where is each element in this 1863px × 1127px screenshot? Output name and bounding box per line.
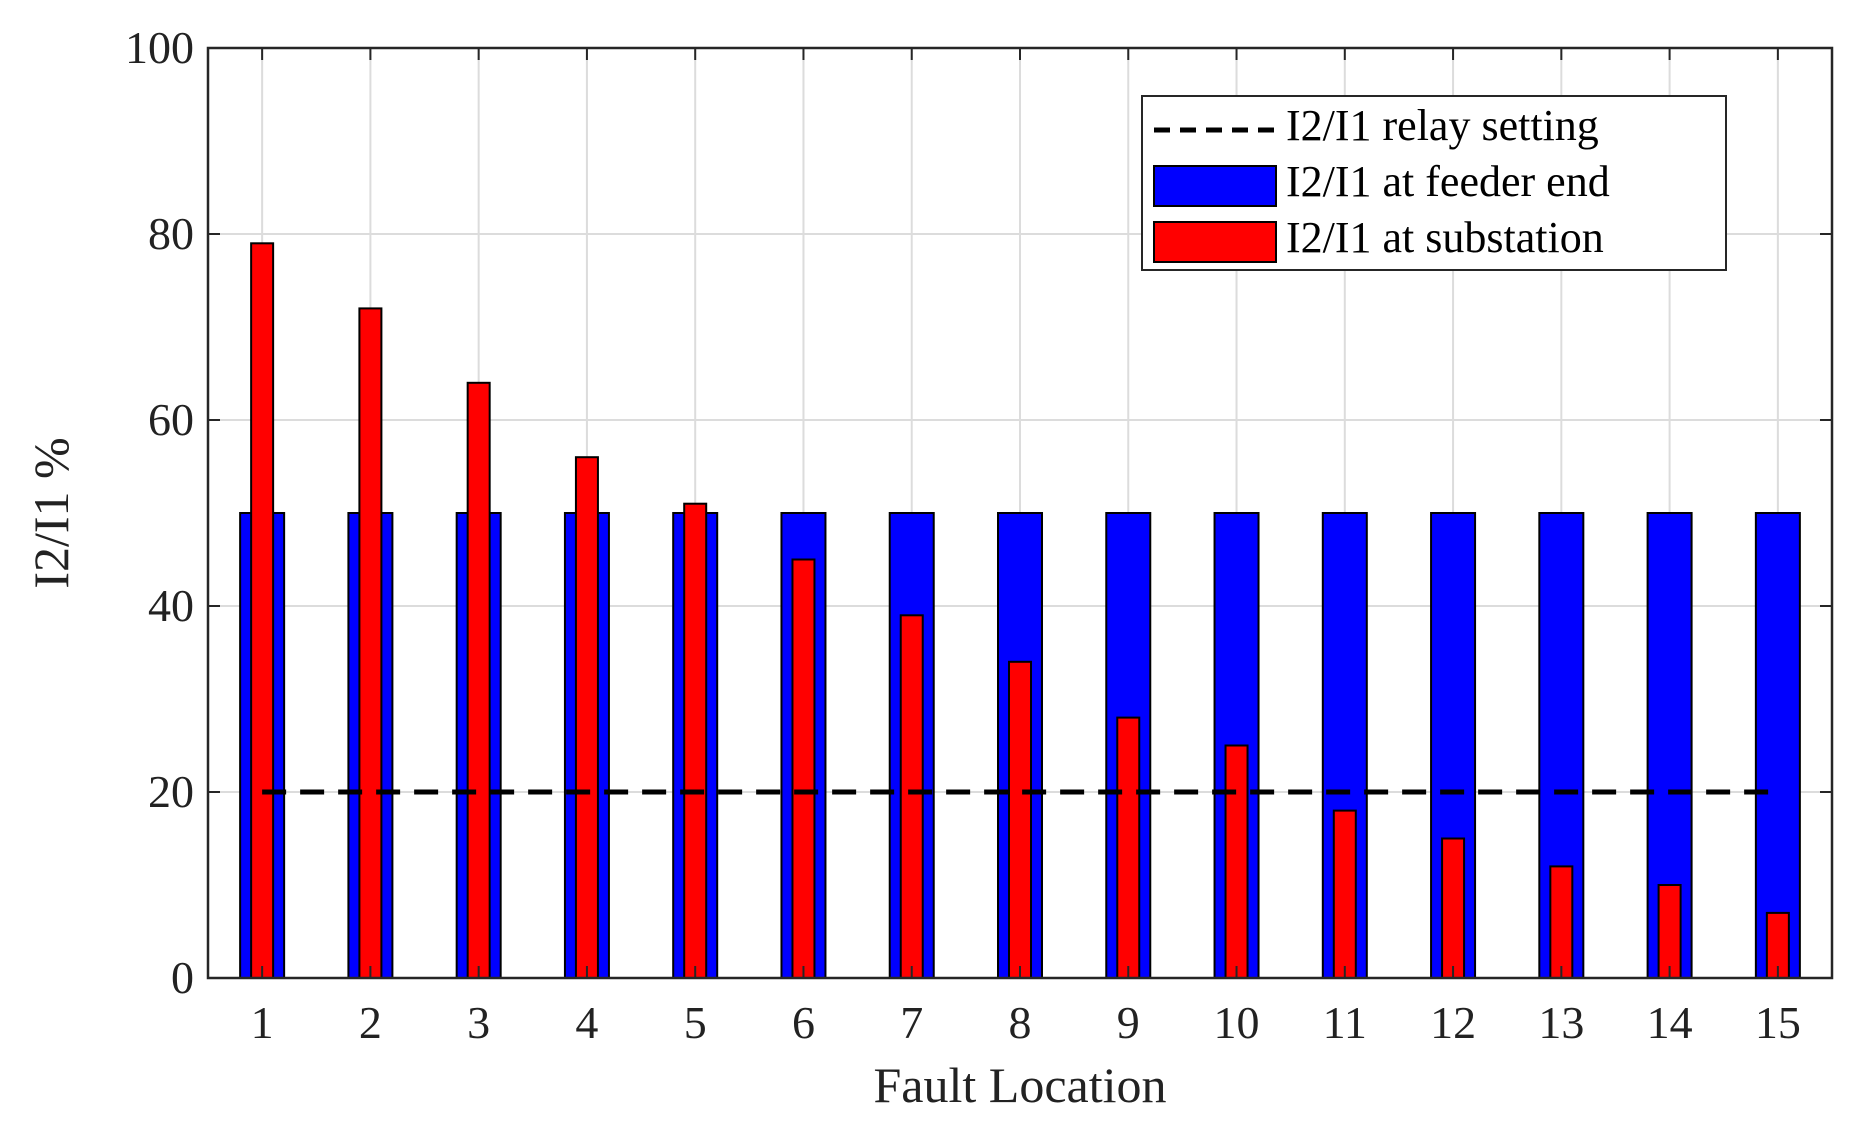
- bar-substation: [1008, 660, 1032, 979]
- bar-substation: [899, 614, 924, 979]
- x-tick-label: 10: [1214, 997, 1260, 1048]
- x-tick-label: 14: [1647, 997, 1693, 1048]
- x-tick-label: 13: [1538, 997, 1584, 1048]
- x-tick-label: 12: [1430, 997, 1476, 1048]
- x-tick-label: 5: [684, 997, 707, 1048]
- legend-label-substation: I2/I1 at substation: [1286, 213, 1604, 262]
- y-tick-label: 20: [148, 766, 194, 817]
- y-tick-label: 80: [148, 208, 194, 259]
- y-tick-label: 60: [148, 394, 194, 445]
- x-tick-label: 4: [575, 997, 598, 1048]
- x-tick-label: 15: [1755, 997, 1801, 1048]
- legend-label-relay-setting: I2/I1 relay setting: [1286, 101, 1599, 150]
- x-tick-label: 8: [1009, 997, 1032, 1048]
- legend-swatch-substation: [1153, 221, 1277, 263]
- bar-substation: [1657, 884, 1682, 979]
- x-tick-label: 3: [467, 997, 490, 1048]
- bar-substation: [358, 307, 383, 979]
- y-tick-label: 100: [125, 22, 194, 73]
- bar-substation: [683, 502, 708, 979]
- x-tick-label: 2: [359, 997, 382, 1048]
- x-axis-title: Fault Location: [874, 1057, 1167, 1113]
- bar-substation: [1116, 716, 1141, 979]
- x-tick-label: 6: [792, 997, 815, 1048]
- x-tick-label: 9: [1117, 997, 1140, 1048]
- bar-feeder-end: [1754, 512, 1801, 979]
- bar-substation: [1441, 837, 1466, 979]
- legend-swatch-feeder-end: [1153, 165, 1277, 207]
- bar-substation: [1224, 744, 1249, 979]
- x-tick-label: 11: [1323, 997, 1367, 1048]
- y-tick-label: 0: [171, 952, 194, 1003]
- bar-substation: [574, 456, 599, 979]
- bar-substation: [1549, 865, 1574, 980]
- bar-substation: [1332, 809, 1357, 979]
- x-tick-label: 7: [900, 997, 923, 1048]
- x-tick-label: 1: [251, 997, 274, 1048]
- legend-label-feeder-end: I2/I1 at feeder end: [1286, 157, 1610, 206]
- bar-substation: [466, 381, 491, 979]
- bar-substation: [791, 558, 816, 979]
- y-tick-label: 40: [148, 580, 194, 631]
- bar-substation: [250, 242, 275, 980]
- bars: [239, 242, 1801, 980]
- legend: I2/I1 relay setting I2/I1 at feeder end …: [1141, 95, 1727, 271]
- y-axis-title: I2/I1 %: [23, 437, 79, 588]
